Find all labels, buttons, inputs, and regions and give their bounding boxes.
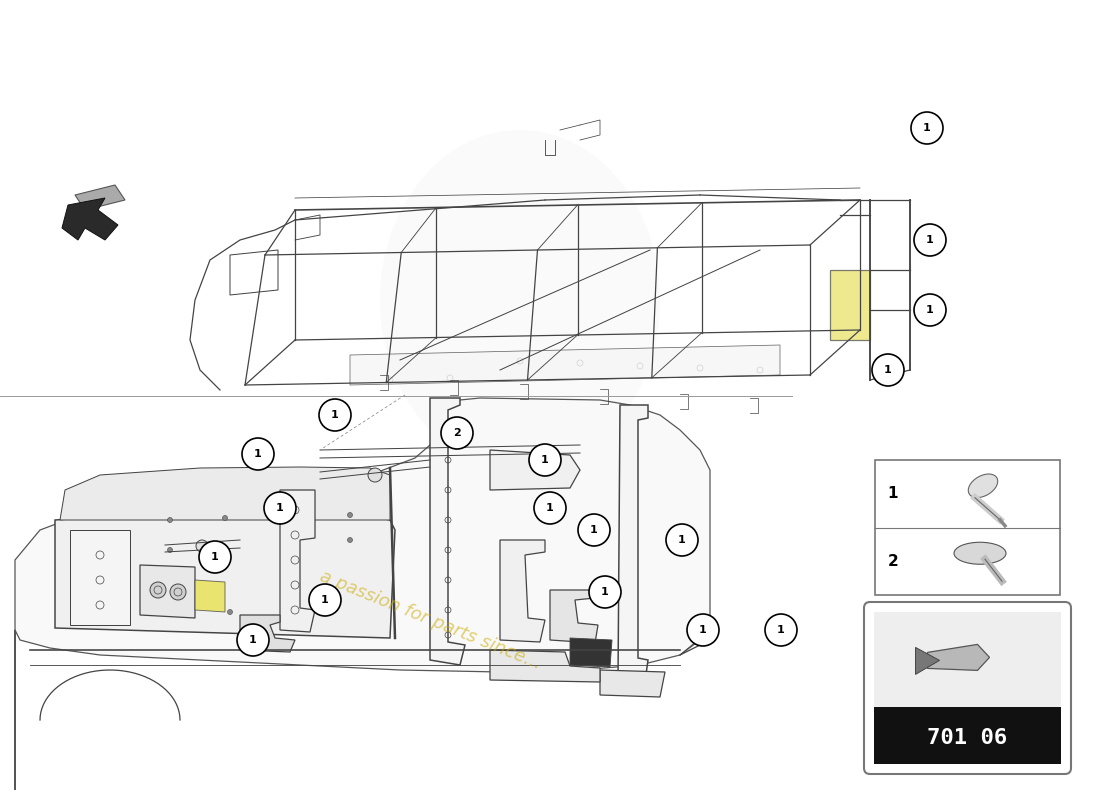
Circle shape (242, 438, 274, 470)
Text: 1: 1 (590, 525, 598, 535)
Circle shape (368, 468, 382, 482)
Circle shape (228, 610, 232, 614)
Polygon shape (570, 638, 612, 667)
Circle shape (309, 584, 341, 616)
Polygon shape (15, 398, 710, 790)
Text: 1: 1 (777, 625, 785, 635)
Polygon shape (618, 405, 648, 682)
Polygon shape (915, 647, 939, 674)
Circle shape (236, 624, 270, 656)
Circle shape (348, 538, 352, 542)
Text: 1: 1 (601, 587, 609, 597)
Text: 1: 1 (884, 365, 892, 375)
Polygon shape (927, 645, 990, 670)
Circle shape (764, 614, 798, 646)
Text: 1: 1 (276, 503, 284, 513)
FancyBboxPatch shape (864, 602, 1071, 774)
Text: 1: 1 (211, 552, 219, 562)
Polygon shape (240, 615, 295, 652)
Text: 1: 1 (321, 595, 329, 605)
Text: 1: 1 (678, 535, 686, 545)
Circle shape (578, 514, 610, 546)
Polygon shape (500, 540, 544, 642)
Circle shape (167, 547, 173, 553)
Circle shape (914, 224, 946, 256)
Circle shape (688, 614, 719, 646)
Circle shape (911, 112, 943, 144)
FancyBboxPatch shape (874, 707, 1062, 764)
Circle shape (441, 417, 473, 449)
Circle shape (319, 399, 351, 431)
Circle shape (666, 524, 698, 556)
Ellipse shape (379, 130, 660, 470)
Circle shape (529, 444, 561, 476)
Circle shape (170, 584, 186, 600)
Polygon shape (490, 650, 600, 682)
Polygon shape (70, 530, 130, 625)
Text: a passion for parts since...: a passion for parts since... (317, 567, 543, 673)
Circle shape (199, 541, 231, 573)
Text: 1: 1 (541, 455, 549, 465)
Polygon shape (490, 450, 580, 490)
Polygon shape (140, 565, 195, 618)
Text: 1: 1 (249, 635, 257, 645)
Polygon shape (350, 345, 780, 385)
Polygon shape (550, 590, 598, 643)
Polygon shape (62, 198, 118, 240)
Polygon shape (60, 467, 390, 520)
Circle shape (588, 576, 621, 608)
Circle shape (150, 582, 166, 598)
Polygon shape (75, 185, 125, 210)
Circle shape (264, 492, 296, 524)
Ellipse shape (968, 474, 998, 498)
Circle shape (534, 492, 566, 524)
FancyBboxPatch shape (874, 460, 1060, 595)
Text: 1: 1 (546, 503, 554, 513)
Circle shape (872, 354, 904, 386)
Circle shape (348, 513, 352, 518)
Polygon shape (55, 510, 395, 638)
Ellipse shape (954, 542, 1007, 564)
Text: 2: 2 (453, 428, 461, 438)
Polygon shape (430, 398, 465, 665)
Circle shape (222, 515, 228, 521)
Circle shape (167, 518, 173, 522)
Polygon shape (600, 670, 666, 697)
Text: 1: 1 (926, 305, 934, 315)
Text: 1: 1 (926, 235, 934, 245)
Text: 1: 1 (888, 486, 899, 502)
Text: 701 06: 701 06 (927, 728, 1008, 747)
Circle shape (914, 294, 946, 326)
Text: 1: 1 (700, 625, 707, 635)
Polygon shape (195, 580, 226, 612)
FancyBboxPatch shape (874, 612, 1062, 707)
Circle shape (196, 540, 208, 552)
Text: 1: 1 (923, 123, 931, 133)
Text: 2: 2 (888, 554, 899, 569)
Polygon shape (280, 490, 315, 632)
Polygon shape (830, 270, 870, 340)
Text: 1: 1 (254, 449, 262, 459)
Text: 1: 1 (331, 410, 339, 420)
